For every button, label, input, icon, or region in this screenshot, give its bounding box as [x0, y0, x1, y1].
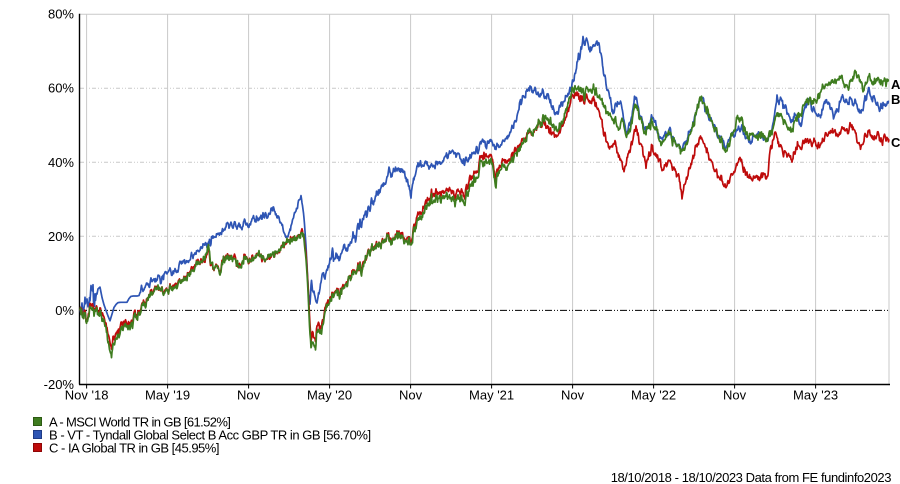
svg-text:May '20: May '20	[307, 388, 352, 403]
svg-text:40%: 40%	[48, 155, 74, 170]
svg-text:C: C	[891, 135, 900, 150]
svg-text:A - MSCI World TR in GB [61.52: A - MSCI World TR in GB [61.52%]	[49, 415, 230, 430]
svg-text:80%: 80%	[48, 7, 74, 22]
svg-text:B: B	[891, 92, 900, 107]
svg-text:0%: 0%	[55, 303, 74, 318]
svg-text:A: A	[891, 77, 900, 92]
svg-text:May '19: May '19	[145, 388, 190, 403]
svg-text:Nov: Nov	[561, 388, 585, 403]
svg-text:-20%: -20%	[44, 377, 75, 392]
svg-text:May '21: May '21	[469, 388, 514, 403]
svg-text:Nov: Nov	[723, 388, 747, 403]
svg-text:18/10/2018 - 18/10/2023 Data f: 18/10/2018 - 18/10/2023 Data from FE fun…	[611, 470, 892, 484]
svg-text:May '23: May '23	[793, 388, 838, 403]
svg-text:Nov: Nov	[237, 388, 261, 403]
svg-text:May '22: May '22	[631, 388, 676, 403]
svg-text:20%: 20%	[48, 229, 74, 244]
svg-text:Nov '18: Nov '18	[65, 388, 109, 403]
svg-text:C - IA Global TR in GB [45.95%: C - IA Global TR in GB [45.95%]	[49, 441, 219, 456]
svg-text:B - VT - Tyndall Global Select: B - VT - Tyndall Global Select B Acc GBP…	[49, 428, 371, 443]
svg-text:60%: 60%	[48, 81, 74, 96]
svg-text:Nov: Nov	[399, 388, 423, 403]
